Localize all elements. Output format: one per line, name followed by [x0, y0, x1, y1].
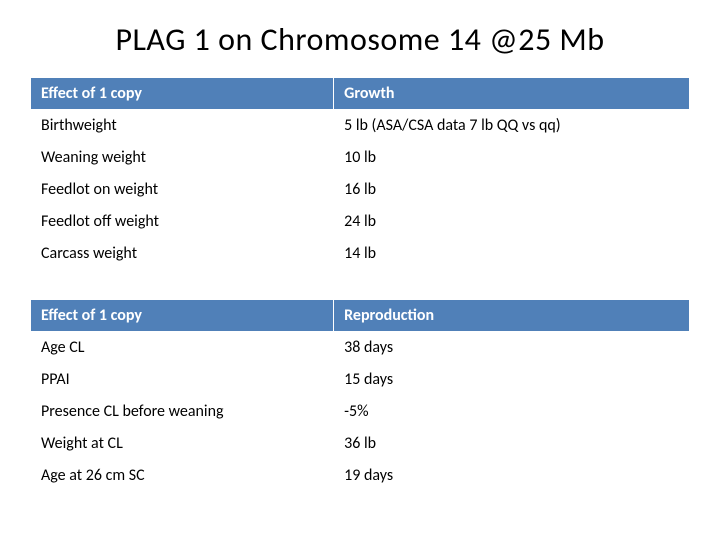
cell-label: Birthweight — [31, 110, 334, 142]
cell-value: -5% — [334, 396, 690, 428]
spacer-cell — [334, 270, 690, 300]
cell-label: Feedlot on weight — [31, 174, 334, 206]
table-row: Presence CL before weaning -5% — [31, 396, 690, 428]
table-row: Weight at CL 36 lb — [31, 428, 690, 460]
table-row: Feedlot off weight 24 lb — [31, 206, 690, 238]
page-title: PLAG 1 on Chromosome 14 @25 Mb — [30, 20, 690, 59]
cell-label: Feedlot off weight — [31, 206, 334, 238]
cell-label: Presence CL before weaning — [31, 396, 334, 428]
cell-label: Age CL — [31, 332, 334, 364]
table-row: Feedlot on weight 16 lb — [31, 174, 690, 206]
cell-value: 38 days — [334, 332, 690, 364]
data-table: Effect of 1 copy Growth Birthweight 5 lb… — [30, 77, 690, 492]
cell-value: 19 days — [334, 460, 690, 492]
table-row: Age at 26 cm SC 19 days — [31, 460, 690, 492]
table-header-growth: Effect of 1 copy Growth — [31, 78, 690, 110]
table-row: Weaning weight 10 lb — [31, 142, 690, 174]
spacer-row — [31, 270, 690, 300]
cell-label: Weight at CL — [31, 428, 334, 460]
table-header-reproduction: Effect of 1 copy Reproduction — [31, 300, 690, 332]
cell-value: 36 lb — [334, 428, 690, 460]
header-cell: Reproduction — [334, 300, 690, 332]
cell-value: 15 days — [334, 364, 690, 396]
cell-value: 24 lb — [334, 206, 690, 238]
cell-value: 5 lb (ASA/CSA data 7 lb QQ vs qq) — [334, 110, 690, 142]
table-row: Age CL 38 days — [31, 332, 690, 364]
table-row: Birthweight 5 lb (ASA/CSA data 7 lb QQ v… — [31, 110, 690, 142]
header-cell: Effect of 1 copy — [31, 78, 334, 110]
header-cell: Effect of 1 copy — [31, 300, 334, 332]
header-cell: Growth — [334, 78, 690, 110]
table-row: Carcass weight 14 lb — [31, 238, 690, 270]
table-row: PPAI 15 days — [31, 364, 690, 396]
cell-label: Weaning weight — [31, 142, 334, 174]
spacer-cell — [31, 270, 334, 300]
cell-value: 10 lb — [334, 142, 690, 174]
cell-value: 14 lb — [334, 238, 690, 270]
cell-label: Age at 26 cm SC — [31, 460, 334, 492]
cell-value: 16 lb — [334, 174, 690, 206]
cell-label: Carcass weight — [31, 238, 334, 270]
cell-label: PPAI — [31, 364, 334, 396]
